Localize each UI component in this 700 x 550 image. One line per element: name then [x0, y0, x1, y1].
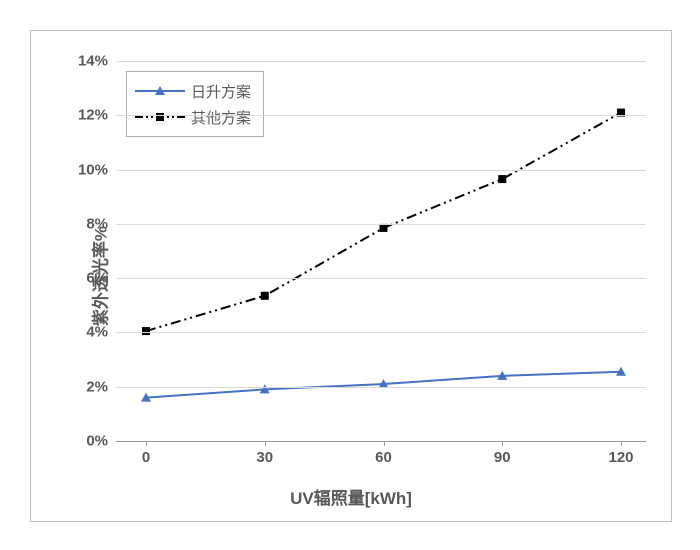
series-marker-1-2	[380, 224, 388, 232]
legend-item-series-0: 日升方案	[135, 78, 251, 104]
x-tick-mark	[502, 441, 503, 446]
x-tick-label: 90	[494, 449, 511, 466]
series-marker-1-3	[498, 175, 506, 183]
plot-area: 日升方案 其他方案 0%2%4%6%8%10%12%14%0306090120	[116, 61, 646, 441]
grid-line	[116, 278, 646, 279]
x-tick-label: 0	[142, 449, 150, 466]
grid-line	[116, 170, 646, 171]
legend-swatch-0	[135, 81, 185, 101]
series-marker-1-0	[142, 327, 150, 335]
y-tick-label: 8%	[86, 215, 108, 232]
y-tick-label: 2%	[86, 378, 108, 395]
x-tick-label: 30	[256, 449, 273, 466]
x-tick-mark	[384, 441, 385, 446]
chart-wrapper: 紫外透光率% UV辐照量[kWh] 日升方案	[0, 0, 700, 550]
legend-label-1: 其他方案	[191, 107, 251, 128]
legend: 日升方案 其他方案	[126, 71, 264, 137]
series-line-1	[146, 113, 621, 332]
y-tick-label: 0%	[86, 433, 108, 450]
series-marker-1-1	[261, 292, 269, 300]
legend-item-series-1: 其他方案	[135, 104, 251, 130]
grid-line	[116, 224, 646, 225]
grid-line	[116, 441, 646, 442]
y-tick-label: 10%	[78, 161, 108, 178]
x-tick-mark	[265, 441, 266, 446]
chart-area: 紫外透光率% UV辐照量[kWh] 日升方案	[30, 30, 672, 522]
x-tick-mark	[146, 441, 147, 446]
y-tick-label: 6%	[86, 270, 108, 287]
legend-swatch-1	[135, 107, 185, 127]
x-tick-mark	[621, 441, 622, 446]
y-tick-label: 12%	[78, 107, 108, 124]
legend-label-0: 日升方案	[191, 81, 251, 102]
grid-line	[116, 387, 646, 388]
y-tick-label: 4%	[86, 324, 108, 341]
x-axis-title: UV辐照量[kWh]	[290, 484, 412, 509]
x-tick-label: 60	[375, 449, 392, 466]
grid-line	[116, 115, 646, 116]
x-tick-label: 120	[608, 449, 633, 466]
y-tick-label: 14%	[78, 53, 108, 70]
grid-line	[116, 61, 646, 62]
grid-line	[116, 332, 646, 333]
